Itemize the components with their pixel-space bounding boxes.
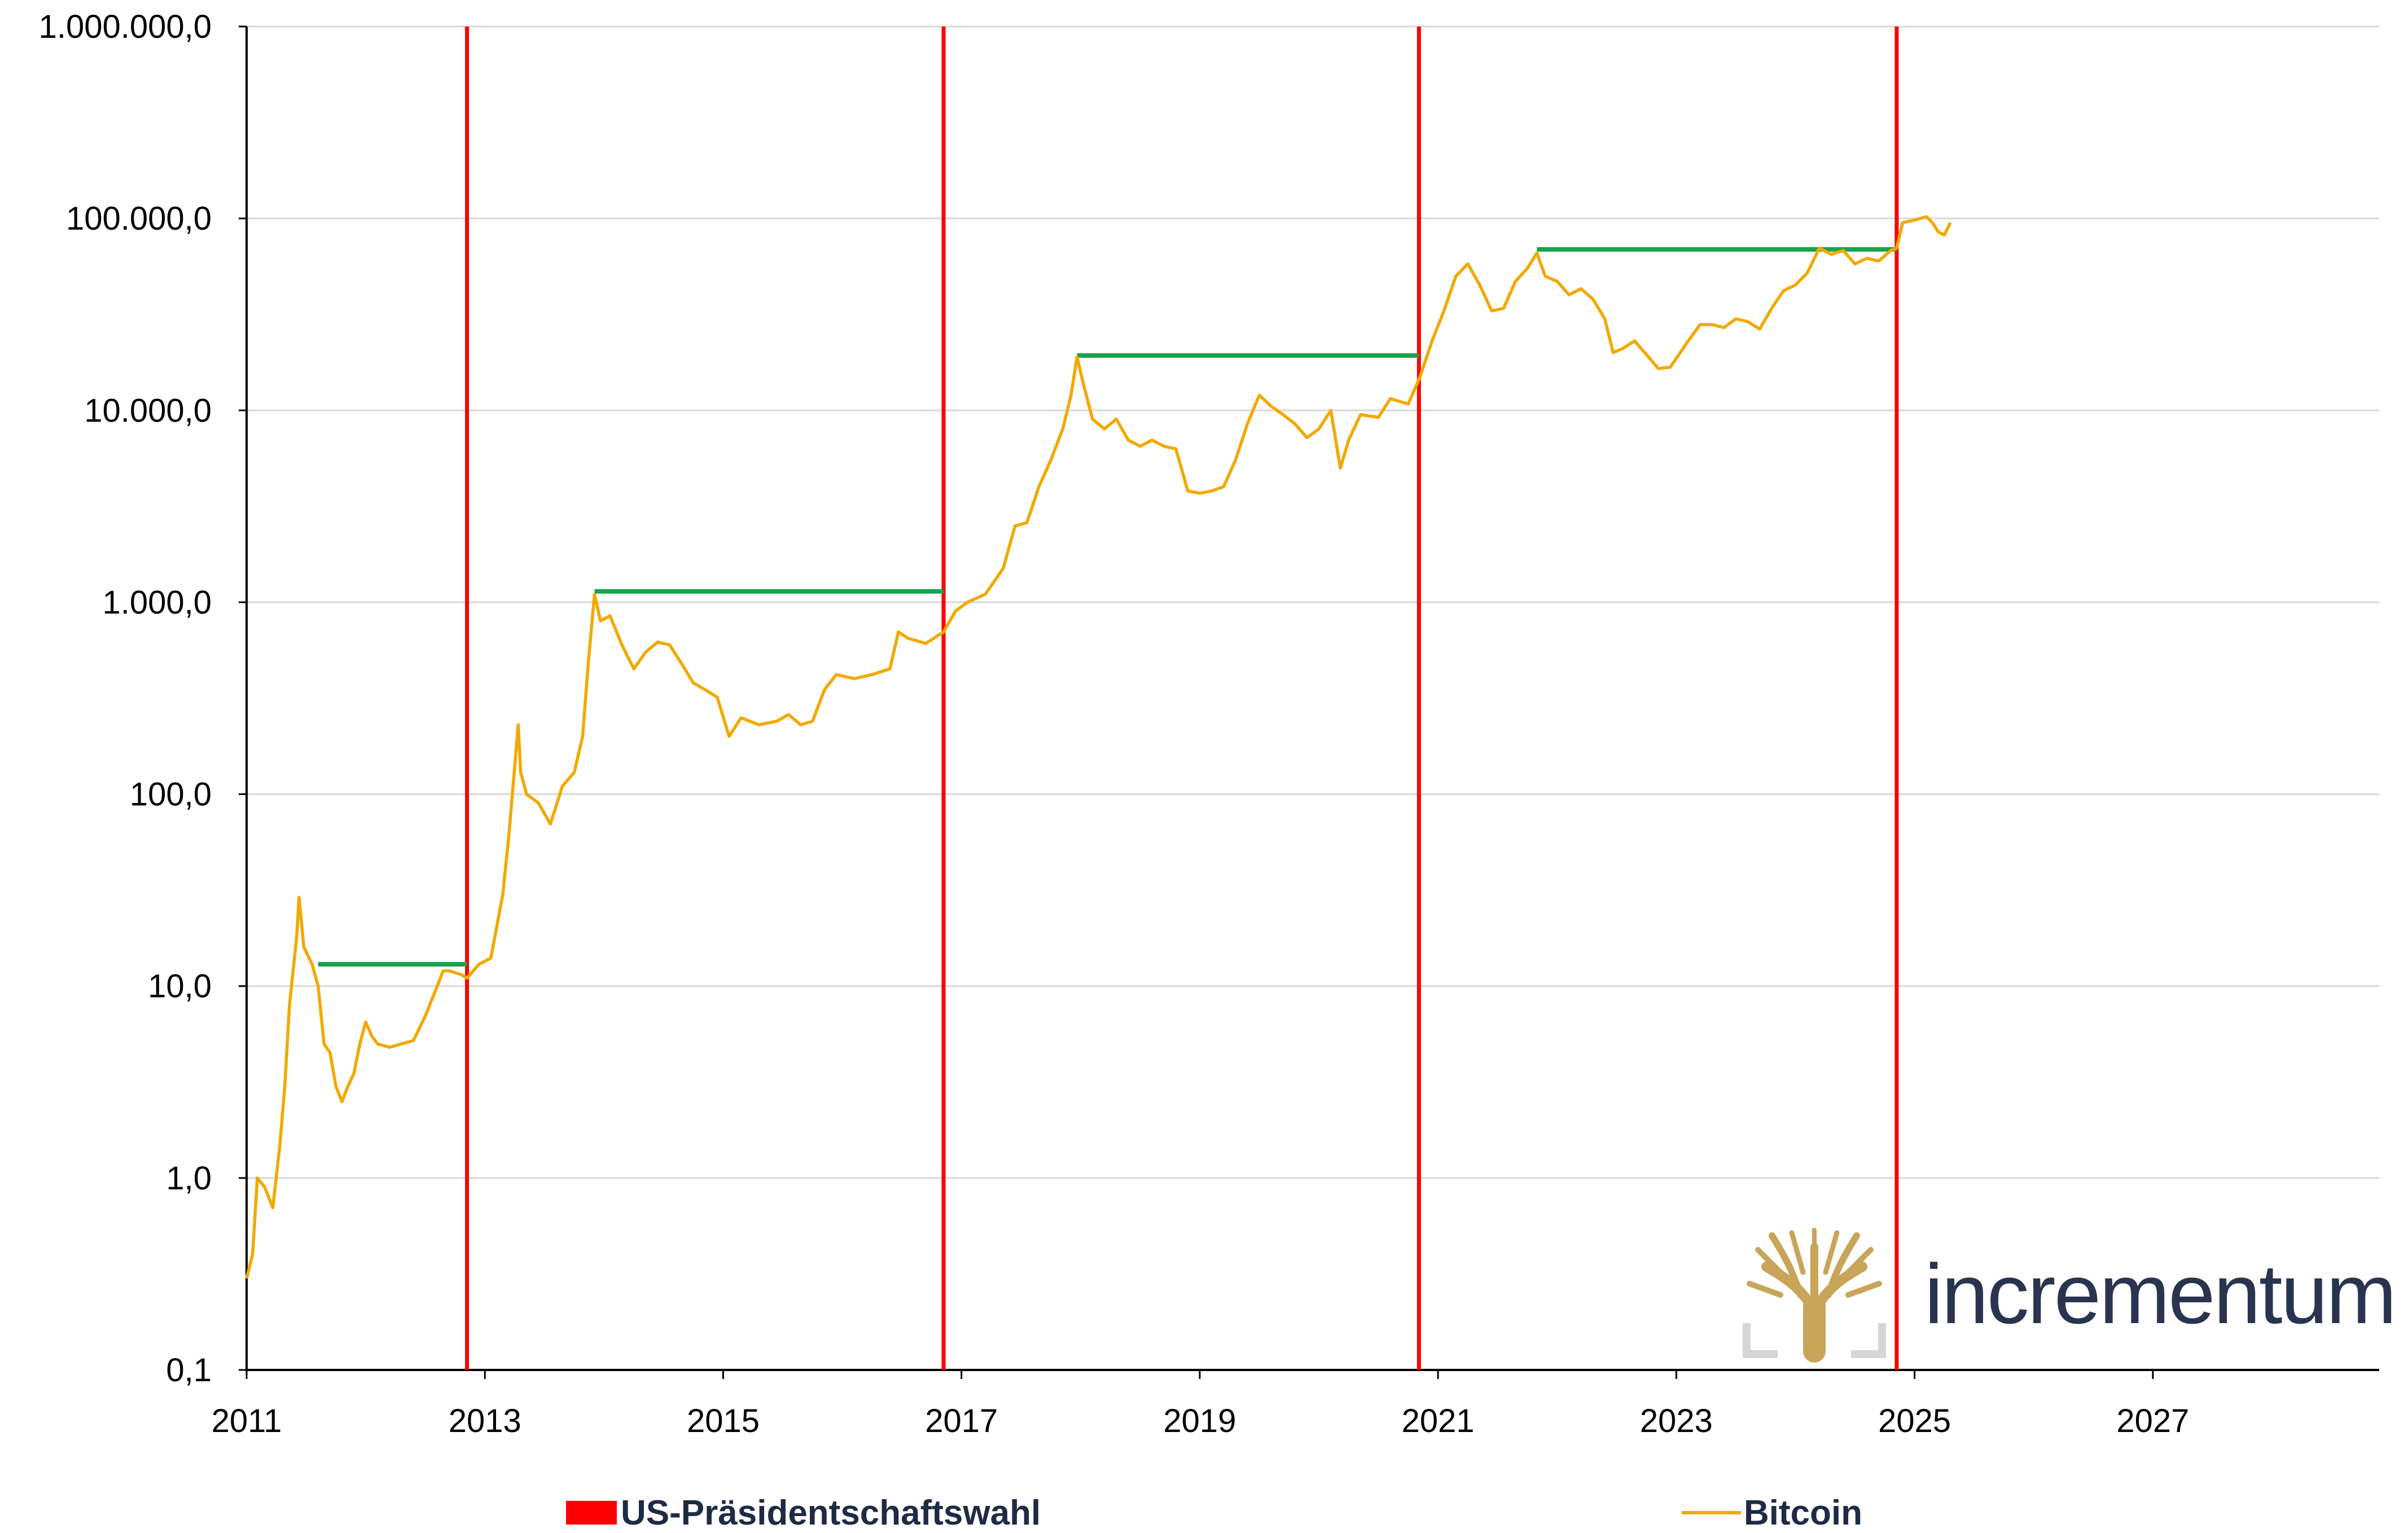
y-tick-label: 0,1 [166,1352,212,1389]
x-tick-label: 2013 [449,1403,521,1439]
legend: US-Präsidentschaftswahl Bitcoin [566,1494,1862,1532]
x-tick-label: 2019 [1163,1403,1236,1439]
y-tick-label: 10.000,0 [84,392,212,429]
legend-label-bitcoin: Bitcoin [1744,1494,1862,1532]
x-tick-label: 2011 [212,1403,282,1439]
y-tick-label: 1,0 [166,1160,212,1197]
y-tick-label: 100,0 [130,776,212,813]
brand-name: incrementum [1924,1246,2395,1341]
x-tick-label: 2027 [2116,1403,2189,1439]
x-tick-labels: 2011 2013 2015 2017 2019 2021 2023 2025 2027 [212,1370,2189,1439]
x-tick-label: 2021 [1402,1403,1475,1439]
x-tick-label: 2023 [1640,1403,1713,1439]
y-tick-labels: 0,1 1,0 10,0 100,0 1.000,0 10.000,0 100.000,0 1… [39,8,212,1389]
y-tick-label: 10,0 [148,968,212,1005]
brand-logo [1743,1228,1886,1363]
y-tick-label: 100.000,0 [66,200,212,237]
legend-swatch-election [566,1501,617,1525]
previous-high-lines [318,247,1897,967]
tree-icon [1747,1228,1882,1363]
series-layer [245,215,1952,1279]
x-tick-label: 2017 [925,1403,998,1439]
gridlines [239,25,2379,1371]
legend-label-election: US-Präsidentschaftswahl [621,1494,1041,1532]
x-tick-label: 2025 [1878,1403,1951,1439]
logo-bracket-icon [1743,1323,1886,1358]
y-tick-label: 1.000.000,0 [39,8,212,45]
bitcoin-line [245,215,1952,1279]
election-lines [465,27,1899,1370]
y-tick-label: 1.000,0 [102,584,212,621]
axes [245,27,2379,1371]
x-tick-label: 2015 [687,1403,760,1439]
